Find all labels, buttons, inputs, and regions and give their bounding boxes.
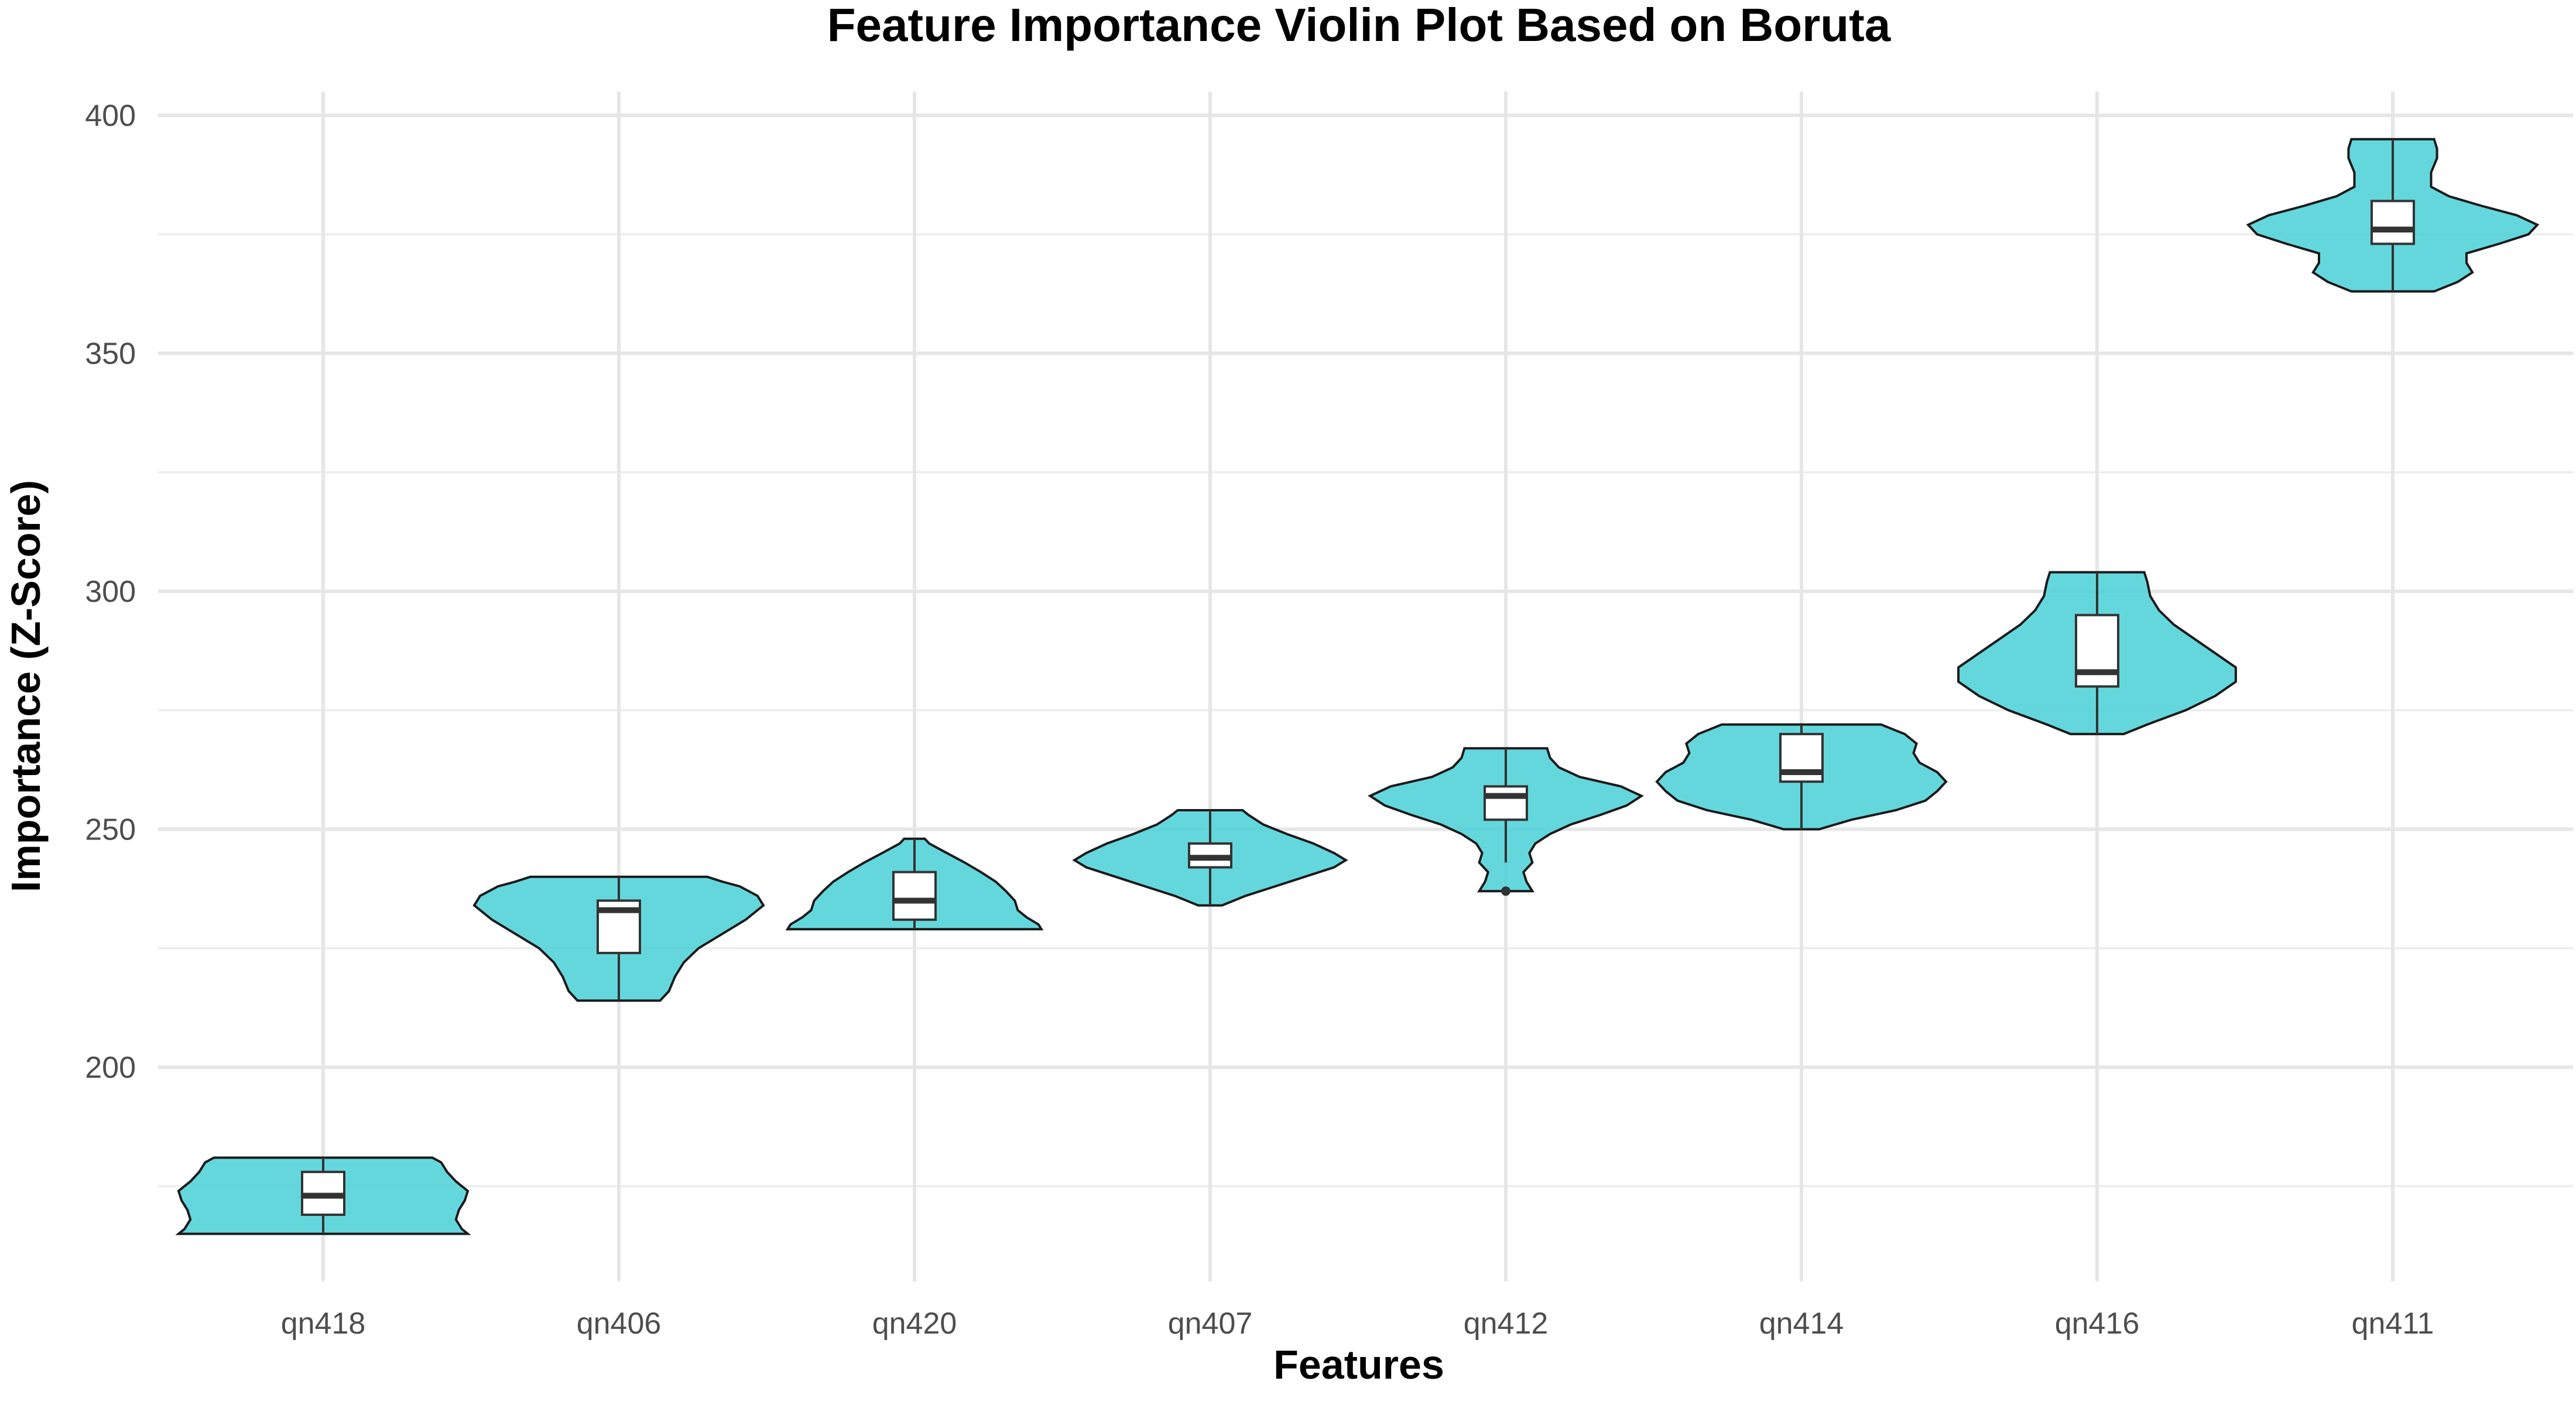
y-axis-label: Importance (Z-Score) (3, 480, 49, 892)
violin-qn407 (1072, 809, 1348, 907)
violin-qn418 (175, 1156, 471, 1235)
outlier-point (1501, 886, 1510, 896)
box-iqr (2075, 614, 2119, 688)
x-tick-label: qn416 (2055, 1307, 2140, 1341)
box-iqr (1484, 785, 1528, 821)
violin-qn412 (1368, 747, 1644, 896)
y-tick-label: 300 (85, 575, 136, 609)
x-tick-label: qn411 (2352, 1307, 2434, 1341)
x-axis-label: Features (1273, 1342, 1444, 1387)
x-tick-label: qn407 (1168, 1307, 1253, 1341)
x-tick-label: qn406 (577, 1307, 662, 1341)
x-axis-ticks: qn418 qn406 qn420 qn407 qn412 qn414 qn416 qn411 (281, 1307, 2434, 1341)
chart-title: Feature Importance Violin Plot Based on … (827, 0, 1891, 51)
violin-qn416 (1957, 571, 2237, 735)
x-tick-label: qn420 (872, 1307, 957, 1341)
box-iqr (892, 871, 937, 921)
x-tick-label: qn418 (281, 1307, 366, 1341)
y-tick-label: 350 (85, 337, 136, 371)
y-axis-ticks: 200 250 300 350 400 (85, 99, 136, 1085)
violin-qn420 (785, 837, 1044, 931)
box-iqr (2371, 200, 2415, 245)
violin-qn406 (472, 875, 765, 1002)
violins (175, 138, 2540, 1235)
violin-qn414 (1655, 723, 1948, 831)
grid (158, 91, 2573, 1281)
y-tick-label: 250 (85, 813, 136, 847)
x-tick-label: qn414 (1759, 1307, 1844, 1341)
violin-qn411 (2246, 138, 2540, 293)
y-tick-label: 400 (85, 99, 136, 133)
y-tick-label: 200 (85, 1051, 136, 1085)
x-tick-label: qn412 (1464, 1307, 1549, 1341)
